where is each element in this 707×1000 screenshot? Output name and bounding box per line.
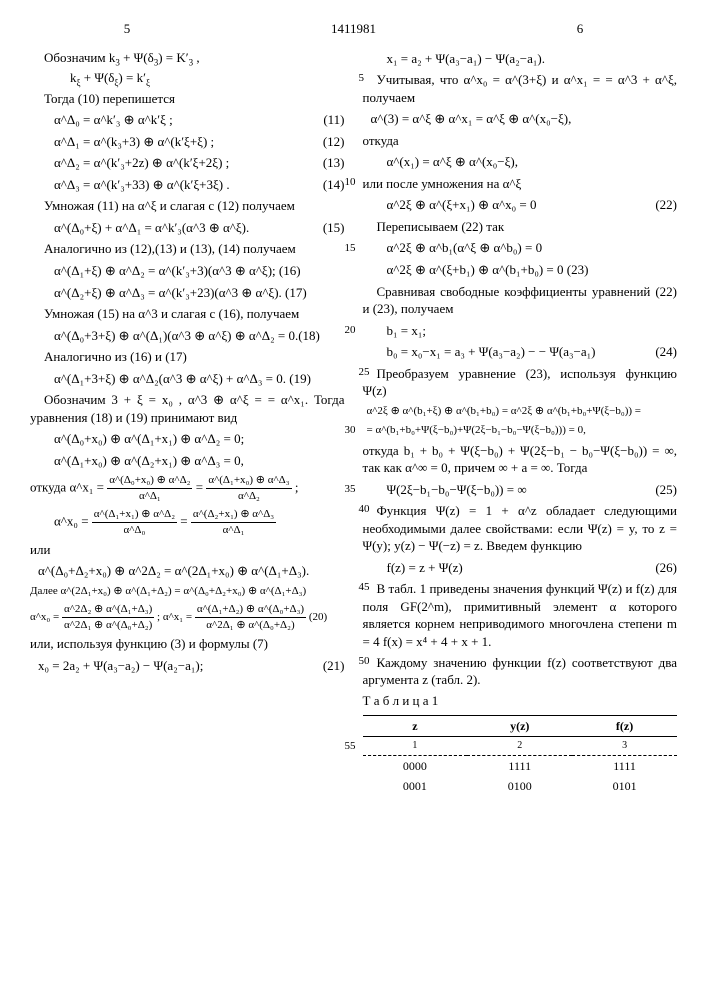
equation: α^(x₁) = α^ξ ⊕ α^(x₀−ξ),	[387, 153, 678, 171]
table-row: 0001 0100 0101	[363, 776, 678, 796]
equation-bv: 20b₁ = x₁;	[387, 322, 678, 340]
equation-26: f(z) = z + Ψ(z)(26)	[387, 559, 678, 577]
table-subheader-row: 551 2 3	[363, 737, 678, 756]
equation-22: α^2ξ ⊕ α^(ξ+x₁) ⊕ α^x₀ = 0(22)	[387, 196, 678, 214]
para: 40Функция Ψ(z) = 1 + α^z обладает следую…	[363, 502, 678, 555]
para: Обозначим k3 + Ψ(δ3) = K′3 ,	[30, 49, 345, 67]
para: Далее α^(2Δ₁+x₀) ⊕ α^(Δ₁+Δ₂) = α^(Δ₀+Δ₂+…	[30, 584, 345, 599]
para: α^x₀ = α^(Δ₁+x₁) ⊕ α^Δ₂α^Δ₀ = α^(Δ₂+x₁) …	[54, 507, 345, 538]
equation-25: 35Ψ(2ξ−b₁−b₀−Ψ(ξ−b₀)) = ∞(25)	[387, 481, 678, 499]
left-column: Обозначим k3 + Ψ(δ3) = K′3 , kξ + Ψ(δξ) …	[30, 46, 345, 797]
para: или	[30, 541, 345, 559]
para: Тогда (10) перепишется	[30, 90, 345, 108]
equation-18: α^(Δ₀+3+ξ) ⊕ α^(Δ₁)(α^3 ⊕ α^ξ) ⊕ α^Δ₂ = …	[54, 327, 345, 345]
para: kξ + Ψ(δξ) = k′ξ	[70, 69, 345, 87]
equation: α^(Δ₀+Δ₂+x₀) ⊕ α^2Δ₂ = α^(2Δ₁+x₀) ⊕ α^(Δ…	[38, 562, 345, 580]
equation-21: x₀ = 2a₂ + Ψ(a₃−a₂) − Ψ(a₂−a₁);(21)	[38, 657, 345, 675]
table-caption: Т а б л и ц а 1	[363, 692, 678, 710]
equation-14: α^Δ₃ = α^(k′₃+33) ⊕ α^(k′ξ+3ξ) .(14)	[54, 176, 345, 194]
para: 50Каждому значению функции f(z) соответс…	[363, 654, 678, 689]
equation: α^(3) = α^ξ ⊕ α^x₁ = α^ξ ⊕ α^(x₀−ξ),	[371, 110, 678, 128]
para: Сравнивая свободные коэффициенты уравнен…	[363, 283, 678, 318]
col-fz: f(z)	[572, 716, 677, 737]
para: 45В табл. 1 приведены значения функций Ψ…	[363, 580, 678, 650]
para: 10или после умножения на α^ξ	[363, 175, 678, 193]
para: Аналогично из (16) и (17)	[30, 348, 345, 366]
right-column: x₁ = a₂ + Ψ(a₃−a₁) − Ψ(a₂−a₁). 5Учитывая…	[363, 46, 678, 797]
equation: 30= α^(b₁+b₀+Ψ(ξ−b₀)+Ψ(2ξ−b₁−b₀−Ψ(ξ−b₀))…	[367, 423, 678, 438]
equation-20: α^x₀ = α^2Δ₂ ⊕ α^(Δ₁+Δ₃)α^2Δ₁ ⊕ α^(Δ₀+Δ₂…	[30, 602, 345, 633]
para: Переписываем (22) так	[363, 218, 678, 236]
equation-19: α^(Δ₁+3+ξ) ⊕ α^Δ₂(α^3 ⊕ α^ξ) + α^Δ₃ = 0.…	[54, 370, 345, 388]
para: 25Преобразуем уравнение (23), используя …	[363, 365, 678, 400]
table-row: 0000 1111 1111	[363, 755, 678, 776]
right-page-number: 6	[483, 20, 677, 38]
equation-24: b₀ = x₀−x₁ = a₃ + Ψ(a₃−a₂) − − Ψ(a₃−a₁)(…	[387, 343, 678, 361]
equation-b: α^(Δ₁+x₀) ⊕ α^(Δ₂+x₁) ⊕ α^Δ₃ = 0,	[54, 452, 345, 470]
content-columns: Обозначим k3 + Ψ(δ3) = K′3 , kξ + Ψ(δξ) …	[30, 46, 677, 797]
para: 5Учитывая, что α^x₀ = α^(3+ξ) и α^x₁ = =…	[363, 71, 678, 106]
para: или, используя функцию (3) и формулы (7)	[30, 635, 345, 653]
para: Аналогично из (12),(13) и (13), (14) пол…	[30, 240, 345, 258]
para: откуда b₁ + b₀ + Ψ(ξ−b₀) + Ψ(2ξ−b₁ − b₀−…	[363, 442, 678, 477]
left-page-number: 5	[30, 20, 224, 38]
equation-13: α^Δ₂ = α^(k′₃+2z) ⊕ α^(k′ξ+2ξ) ;(13)	[54, 154, 345, 172]
equation-15: α^(Δ₀+ξ) + α^Δ₁ = α^k′₃(α^3 ⊕ α^ξ).(15)	[54, 219, 345, 237]
equation-23a: 15α^2ξ ⊕ α^b₁(α^ξ ⊕ α^b₀) = 0	[387, 239, 678, 257]
col-yz: y(z)	[467, 716, 572, 737]
table-header-row: z y(z) f(z)	[363, 716, 678, 737]
equation-x1: x₁ = a₂ + Ψ(a₃−a₁) − Ψ(a₂−a₁).	[387, 50, 678, 68]
para: Обозначим 3 + ξ = x₀ , α^3 ⊕ α^ξ = = α^x…	[30, 391, 345, 426]
equation-16: α^(Δ₁+ξ) ⊕ α^Δ₂ = α^(k′₃+3)(α^3 ⊕ α^ξ); …	[54, 262, 345, 280]
page-header: 5 1411981 6	[30, 20, 677, 38]
para: Умножая (11) на α^ξ и слагая с (12) полу…	[30, 197, 345, 215]
para: откуда	[363, 132, 678, 150]
patent-number: 1411981	[224, 20, 483, 38]
equation-a: α^(Δ₀+x₀) ⊕ α^(Δ₁+x₁) ⊕ α^Δ₂ = 0;	[54, 430, 345, 448]
para: Умножая (15) на α^3 и слагая с (16), пол…	[30, 305, 345, 323]
equation-12: α^Δ₁ = α^(k₃+3) ⊕ α^(k′ξ+ξ) ;(12)	[54, 133, 345, 151]
equation-17: α^(Δ₂+ξ) ⊕ α^Δ₃ = α^(k′₃+23)(α^3 ⊕ α^ξ).…	[54, 284, 345, 302]
equation: α^2ξ ⊕ α^(b₁+ξ) ⊕ α^(b₁+b₀) = α^2ξ ⊕ α^(…	[367, 404, 678, 419]
para: откуда α^x₁ = α^(Δ₀+x₀) ⊕ α^Δ₂α^Δ₁ = α^(…	[30, 473, 345, 504]
table-1: z y(z) f(z) 551 2 3 0000 1111 1111 0001	[363, 715, 678, 796]
col-z: z	[363, 716, 468, 737]
equation-11: α^Δ₀ = α^k′₃ ⊕ α^k′ξ ;(11)	[54, 111, 345, 129]
equation-23: α^2ξ ⊕ α^(ξ+b₁) ⊕ α^(b₁+b₀) = 0 (23)	[387, 261, 678, 279]
